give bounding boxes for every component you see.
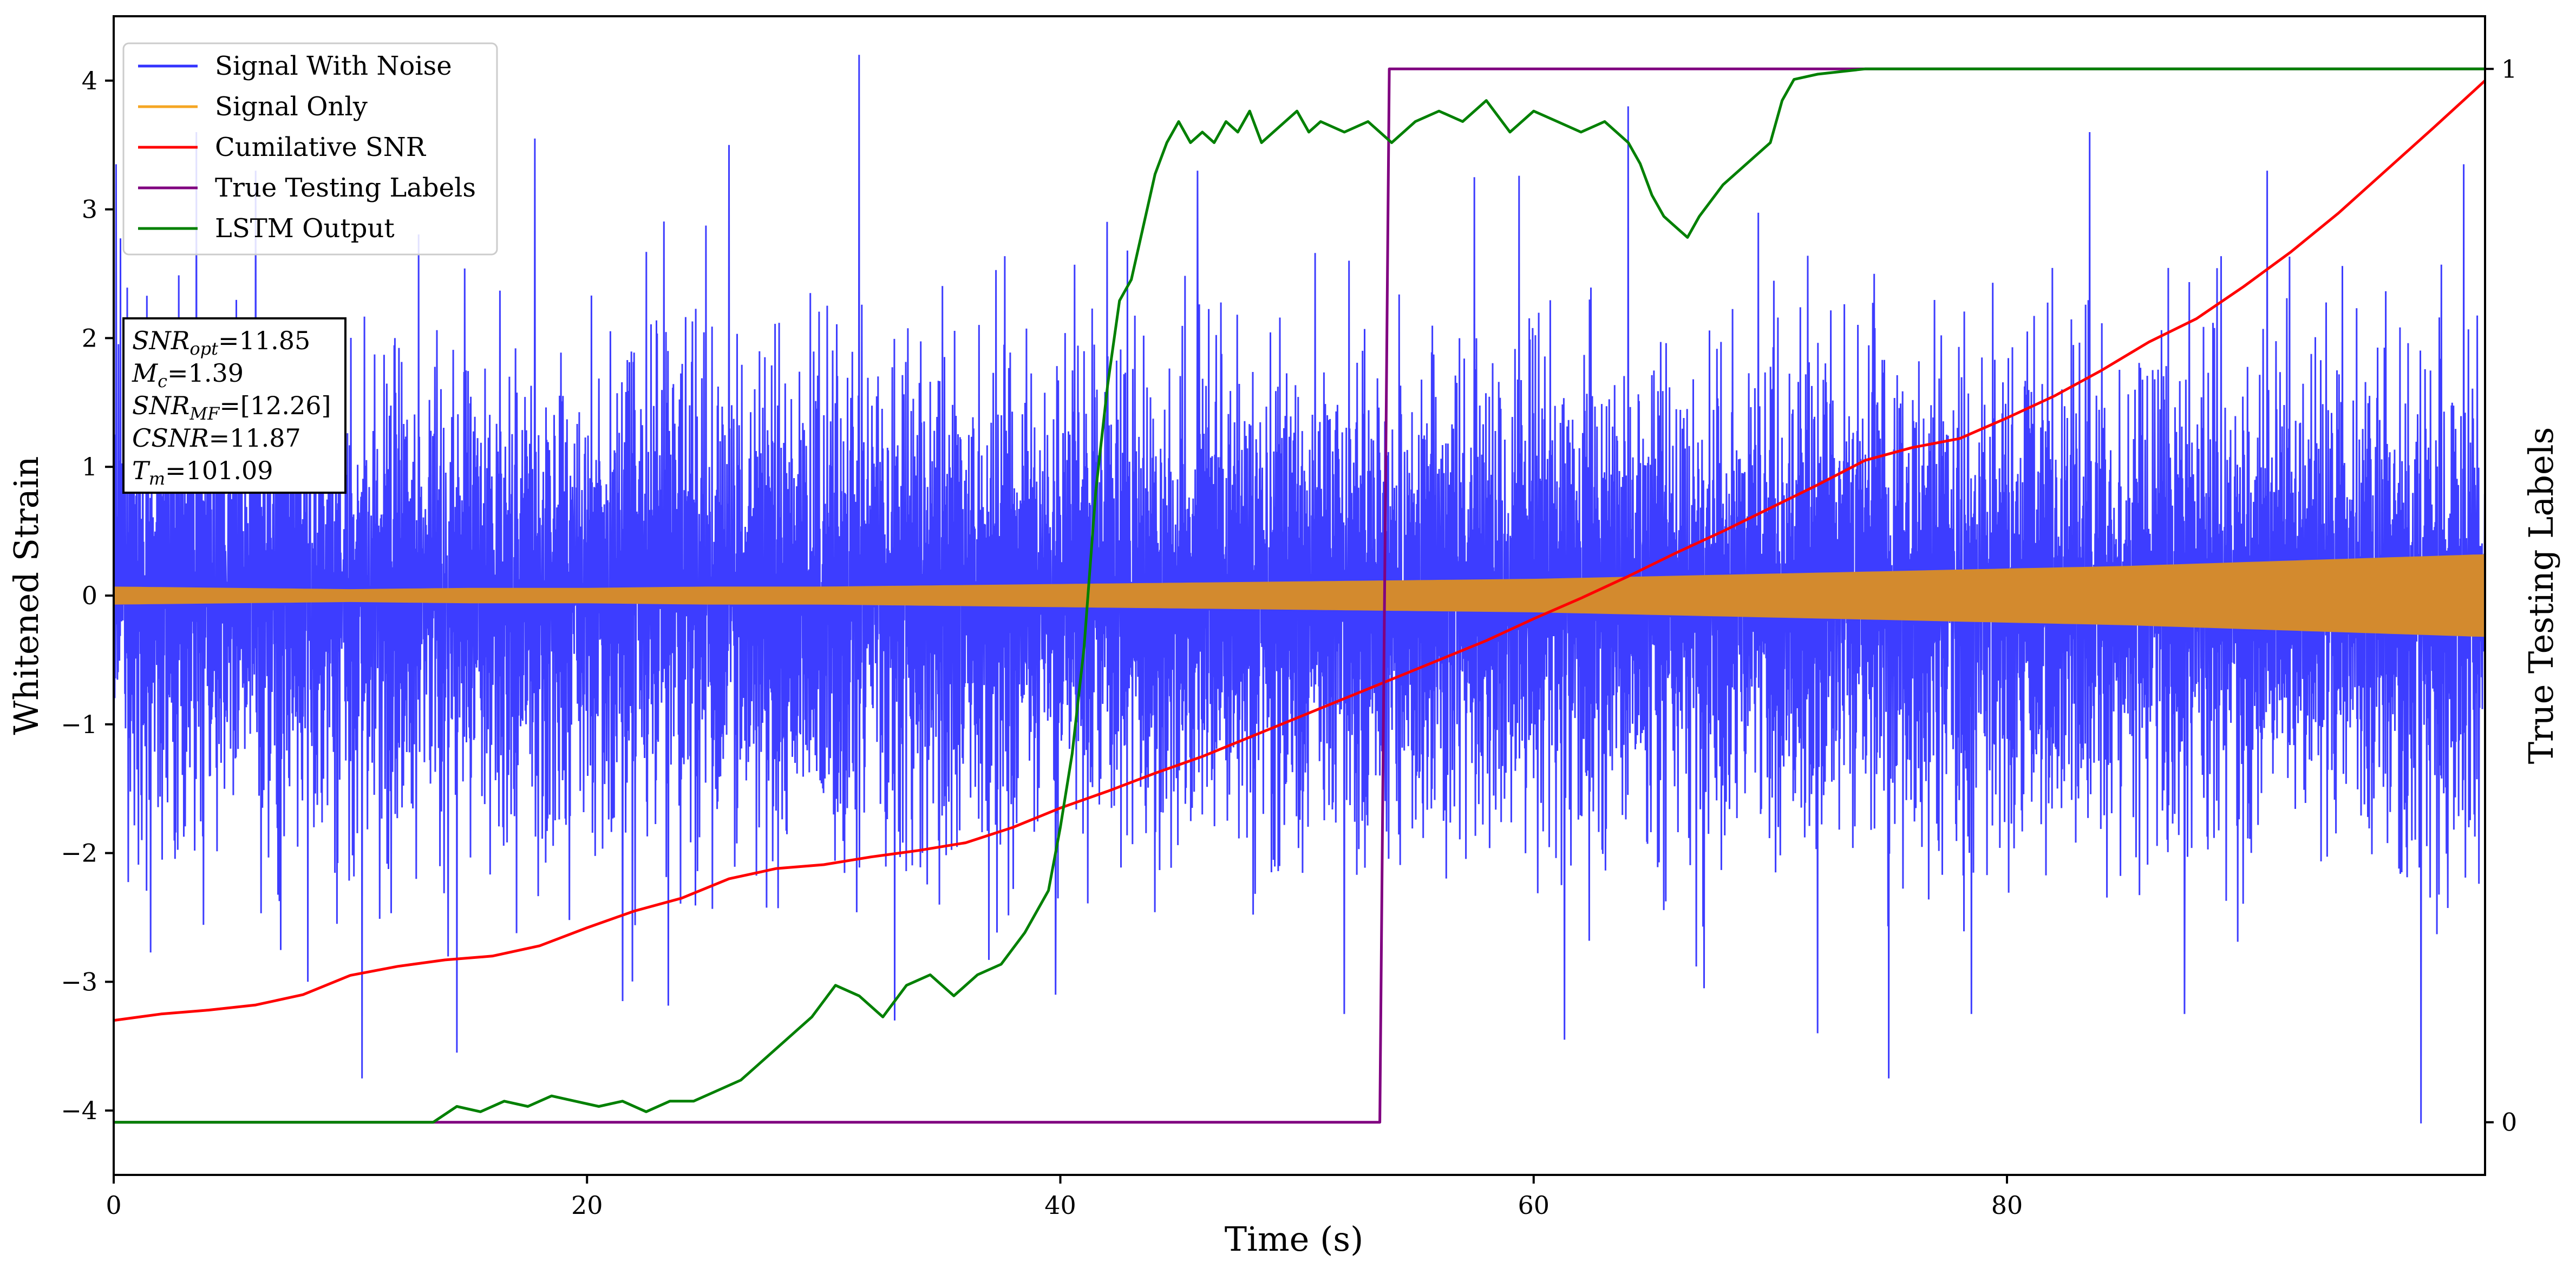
y2-tick-label: 1	[2501, 54, 2517, 83]
y-tick-label: −3	[61, 967, 97, 996]
signal-band-series	[114, 554, 2485, 637]
legend-label-labels: True Testing Labels	[215, 173, 476, 203]
info-line-snr-mf: SNRMF=[12.26]	[132, 391, 331, 424]
legend-label-signal: Signal Only	[215, 92, 368, 122]
y-axis-left: −4 −3 −2 −1 0 1 2 3 4	[61, 66, 114, 1125]
y-tick-label: −1	[61, 710, 97, 739]
plot-area	[114, 55, 2485, 1124]
snr-line	[114, 80, 2485, 1022]
x-tick-label: 40	[1044, 1191, 1076, 1220]
info-box-frame	[122, 317, 346, 494]
x-axis: 0 20 40 60 80	[106, 1175, 2023, 1220]
y-tick-label: 0	[82, 581, 97, 610]
y-axis-title: Whitened Strain	[6, 456, 46, 735]
x-axis-title: Time (s)	[1225, 1219, 1364, 1259]
y-axis-right: 01	[2485, 54, 2517, 1137]
info-line-tm: Tm=101.09	[132, 456, 273, 489]
legend-frame	[122, 42, 498, 256]
info-box: SNRopt=11.85 Mc=1.39 SNRMF=[12.26] CSNR=…	[122, 317, 346, 494]
y-tick-label: 3	[82, 195, 97, 224]
y-tick-label: −2	[61, 839, 97, 868]
y-tick-label: −4	[61, 1096, 97, 1125]
y2-axis-title: True Testing Labels	[2521, 427, 2561, 765]
legend-label-noise: Signal With Noise	[215, 51, 452, 81]
x-tick-label: 20	[571, 1191, 603, 1220]
legend-label-snr: Cumilative SNR	[215, 132, 427, 162]
snr-series	[114, 80, 2485, 1022]
y-tick-label: 1	[82, 452, 97, 481]
x-tick-label: 60	[1518, 1191, 1549, 1220]
lstm-series	[114, 67, 2485, 1124]
y-tick-label: 2	[82, 323, 97, 352]
info-line-csnr: CSNR=11.87	[132, 423, 301, 453]
legend-label-lstm: LSTM Output	[215, 213, 395, 244]
y-tick-label: 4	[82, 66, 97, 95]
lstm-line	[114, 67, 2485, 1124]
info-line-mc: Mc=1.39	[132, 358, 244, 391]
info-line-snr-opt: SNRopt=11.85	[132, 326, 310, 359]
x-tick-label: 80	[1991, 1191, 2023, 1220]
y2-tick-label: 0	[2501, 1108, 2517, 1137]
legend: Signal With Noise Signal Only Cumilative…	[122, 42, 498, 256]
x-tick-label: 0	[106, 1191, 121, 1220]
signal-band	[114, 554, 2485, 637]
